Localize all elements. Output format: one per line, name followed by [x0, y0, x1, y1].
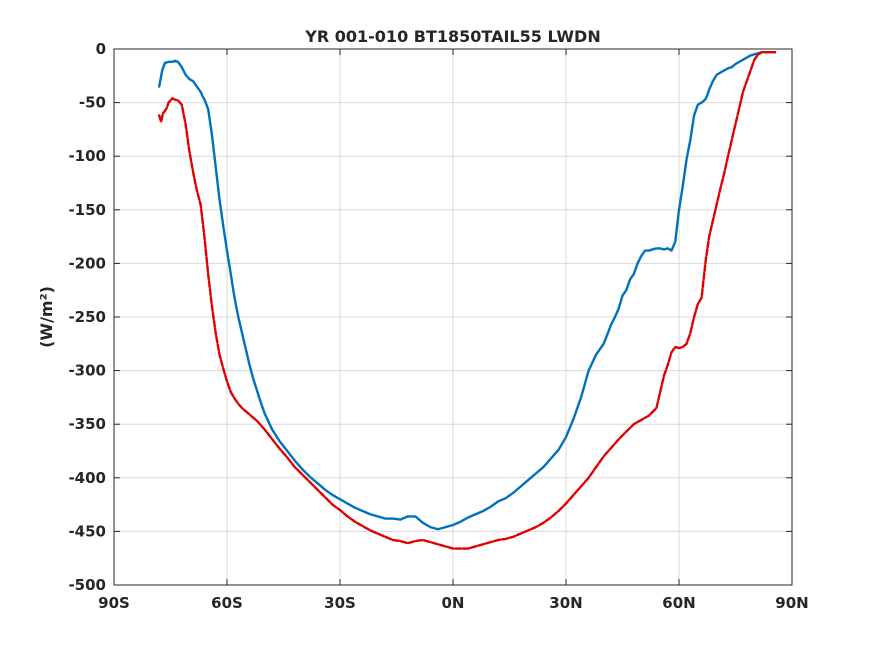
y-tick-label: -500: [68, 576, 106, 594]
y-tick-label: -150: [68, 201, 106, 219]
x-axis: 90S 60S 30S 0N 30N 60N 90N: [98, 49, 809, 612]
series-line-1: [158, 51, 777, 531]
x-tick-label: 60S: [211, 594, 243, 612]
y-tick-label: -250: [68, 308, 106, 326]
x-tick-label: 30N: [549, 594, 582, 612]
y-tick-label: -350: [68, 415, 106, 433]
y-tick-label: -100: [68, 147, 106, 165]
x-tick-label: 90S: [98, 594, 130, 612]
y-tick-label: -400: [68, 469, 106, 487]
y-tick-label: -450: [68, 522, 106, 540]
y-tick-label: -200: [68, 254, 106, 272]
y-tick-label: 0: [96, 40, 106, 58]
x-tick-label: 60N: [662, 594, 695, 612]
y-tick-label: -50: [79, 94, 106, 112]
x-tick-label: 30S: [324, 594, 356, 612]
y-tick-label: -300: [68, 362, 106, 380]
x-tick-label: 90N: [775, 594, 808, 612]
series-layer: [158, 51, 777, 550]
chart-title: YR 001-010 BT1850TAIL55 LWDN: [304, 27, 600, 46]
series-line-2: [158, 51, 777, 550]
x-tick-label: 0N: [442, 594, 465, 612]
y-axis-label: (W/m²): [37, 286, 56, 348]
y-axis: 0 -50 -100 -150 -200 -250 -300 -350 -400 -450 -500: [68, 40, 792, 594]
